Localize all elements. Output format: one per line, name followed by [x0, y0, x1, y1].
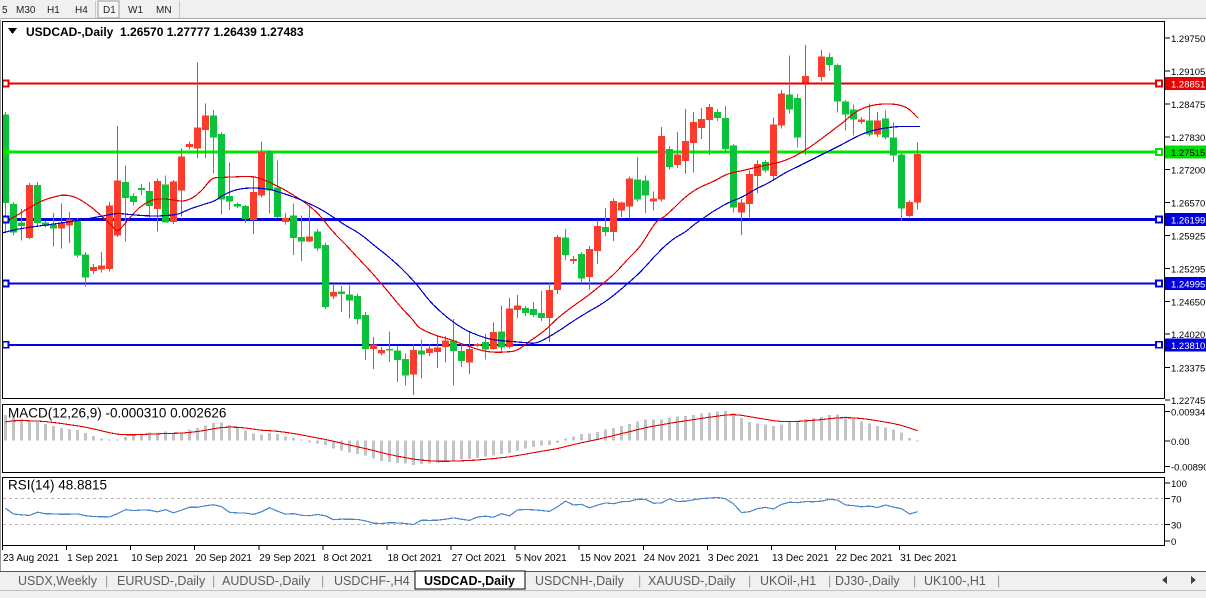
svg-text:1.26570: 1.26570 [1171, 198, 1205, 209]
svg-text:1.27200: 1.27200 [1171, 166, 1205, 177]
svg-text:W1: W1 [128, 5, 143, 16]
svg-text:10 Sep 2021: 10 Sep 2021 [131, 553, 188, 564]
svg-text:0: 0 [1171, 537, 1176, 548]
svg-text:1.24995: 1.24995 [1171, 280, 1205, 291]
svg-text:RSI(14) 48.8815: RSI(14) 48.8815 [8, 478, 107, 493]
svg-text:1.22745: 1.22745 [1171, 396, 1205, 407]
svg-text:USDCHF-,H4: USDCHF-,H4 [334, 574, 410, 588]
svg-text:M30: M30 [16, 5, 36, 16]
svg-text:18 Oct 2021: 18 Oct 2021 [388, 553, 443, 564]
svg-text:1 Sep 2021: 1 Sep 2021 [67, 553, 119, 564]
svg-text:1.26199: 1.26199 [1171, 216, 1205, 227]
svg-text:1.28475: 1.28475 [1171, 100, 1205, 111]
svg-text:0.009345: 0.009345 [1171, 408, 1206, 419]
svg-text:USDCAD-,Daily: USDCAD-,Daily [424, 574, 515, 588]
svg-text:1.25925: 1.25925 [1171, 232, 1205, 243]
svg-text:1.23810: 1.23810 [1171, 341, 1205, 352]
svg-text:70: 70 [1171, 495, 1182, 506]
svg-text:|: | [828, 574, 831, 588]
svg-text:USDX,Weekly: USDX,Weekly [18, 574, 98, 588]
svg-text:UK100-,H1: UK100-,H1 [924, 574, 986, 588]
svg-text:1.24650: 1.24650 [1171, 298, 1205, 309]
svg-text:1.29105: 1.29105 [1171, 67, 1205, 78]
svg-text:1.27515: 1.27515 [1171, 148, 1205, 159]
svg-text:H1: H1 [47, 5, 60, 16]
svg-text:1.25295: 1.25295 [1171, 264, 1205, 275]
svg-text:|: | [105, 574, 108, 588]
svg-text:1.28851: 1.28851 [1171, 80, 1205, 91]
svg-text:1.23375: 1.23375 [1171, 364, 1205, 375]
svg-text:|: | [997, 574, 1000, 588]
svg-text:-0.00890: -0.00890 [1171, 462, 1206, 473]
svg-text:27 Oct 2021: 27 Oct 2021 [452, 553, 507, 564]
svg-text:EURUSD-,Daily: EURUSD-,Daily [117, 574, 206, 588]
svg-text:8 Oct 2021: 8 Oct 2021 [323, 553, 372, 564]
svg-text:DJ30-,Daily: DJ30-,Daily [835, 574, 900, 588]
svg-text:100: 100 [1171, 479, 1187, 490]
svg-text:1.27830: 1.27830 [1171, 133, 1205, 144]
svg-text:1.29750: 1.29750 [1171, 34, 1205, 45]
svg-text:|: | [638, 574, 641, 588]
svg-text:|: | [913, 574, 916, 588]
svg-text:24 Nov 2021: 24 Nov 2021 [644, 553, 701, 564]
svg-text:D1: D1 [103, 5, 116, 16]
svg-text:H4: H4 [75, 5, 88, 16]
svg-text:22 Dec 2021: 22 Dec 2021 [836, 553, 893, 564]
svg-text:|: | [321, 574, 324, 588]
svg-text:USDCNH-,Daily: USDCNH-,Daily [535, 574, 625, 588]
svg-text:30: 30 [1171, 520, 1182, 531]
svg-text:0.00: 0.00 [1171, 437, 1190, 448]
svg-text:13 Dec 2021: 13 Dec 2021 [772, 553, 829, 564]
svg-text:20 Sep 2021: 20 Sep 2021 [195, 553, 252, 564]
svg-text:MN: MN [156, 5, 172, 16]
svg-text:|: | [748, 574, 751, 588]
svg-text:3 Dec 2021: 3 Dec 2021 [708, 553, 760, 564]
svg-text:29 Sep 2021: 29 Sep 2021 [259, 553, 316, 564]
svg-text:5 Nov 2021: 5 Nov 2021 [516, 553, 568, 564]
svg-text:MACD(12,26,9) -0.000310 0.0026: MACD(12,26,9) -0.000310 0.002626 [8, 406, 226, 421]
svg-text:AUDUSD-,Daily: AUDUSD-,Daily [222, 574, 311, 588]
svg-text:15 Nov 2021: 15 Nov 2021 [580, 553, 637, 564]
svg-text:|: | [212, 574, 215, 588]
svg-text:UKOil-,H1: UKOil-,H1 [760, 574, 816, 588]
svg-text:23 Aug 2021: 23 Aug 2021 [3, 553, 60, 564]
svg-text:5: 5 [2, 5, 8, 16]
svg-text:1.24020: 1.24020 [1171, 330, 1205, 341]
svg-text:USDCAD-,Daily 1.26570 1.27777: USDCAD-,Daily 1.26570 1.27777 1.26439 1.… [26, 25, 304, 39]
svg-text:XAUUSD-,Daily: XAUUSD-,Daily [648, 574, 736, 588]
svg-text:31 Dec 2021: 31 Dec 2021 [900, 553, 957, 564]
